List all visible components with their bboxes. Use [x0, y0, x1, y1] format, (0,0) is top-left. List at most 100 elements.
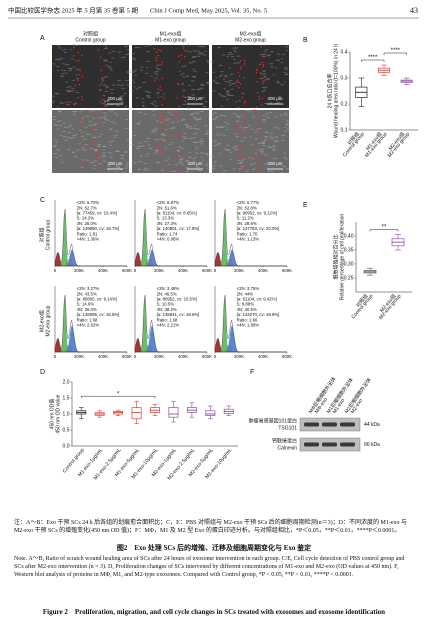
cell	[284, 68, 289, 70]
cell	[147, 44, 152, 46]
cell	[63, 70, 67, 72]
red-cell	[179, 170, 182, 173]
cell	[272, 148, 276, 150]
red-cell	[88, 161, 90, 163]
red-cell	[180, 74, 182, 76]
cycle-stat: 2N: 52.8%	[237, 205, 257, 210]
micrograph: 200 μm	[50, 44, 131, 109]
cell	[125, 162, 130, 164]
cell	[120, 101, 125, 103]
cell	[65, 81, 68, 83]
histogram-g2	[135, 249, 207, 266]
cell	[219, 152, 222, 154]
cell	[88, 121, 93, 123]
cell	[217, 93, 222, 95]
cell	[138, 47, 142, 49]
cell	[283, 126, 287, 128]
cell	[233, 82, 236, 84]
cycle-stat: 4N: 36.0%	[77, 307, 97, 312]
cell	[285, 168, 290, 170]
cell	[123, 56, 127, 58]
cell	[136, 146, 140, 148]
y-tick-label: 2.0	[63, 379, 70, 385]
cell	[193, 71, 197, 73]
red-cell	[78, 122, 81, 125]
y-axis-label: 450 nm OD值	[48, 399, 55, 430]
red-cell	[84, 124, 86, 126]
red-cell	[98, 155, 100, 157]
cell	[141, 98, 145, 100]
cell	[110, 69, 114, 71]
cell	[115, 105, 120, 107]
red-cell	[97, 125, 99, 127]
red-cell	[79, 69, 81, 72]
cell	[237, 100, 242, 102]
cell	[101, 152, 106, 154]
cell	[141, 101, 145, 103]
red-cell	[97, 169, 99, 171]
cell	[274, 136, 279, 138]
cell	[56, 59, 62, 61]
cell	[286, 127, 291, 129]
cell	[108, 52, 112, 54]
cell	[67, 70, 73, 72]
red-cell	[162, 93, 165, 95]
cell	[206, 61, 210, 63]
cell	[185, 167, 190, 169]
row-label-cn: M2-exo组	[38, 310, 45, 332]
cell	[193, 112, 197, 114]
cell	[56, 107, 60, 109]
red-cell	[243, 166, 246, 168]
histogram-g1	[215, 297, 287, 352]
y-tick-label: 0.30	[344, 261, 354, 267]
red-cell	[164, 109, 167, 112]
cell	[192, 68, 195, 70]
cell	[124, 127, 129, 129]
cell	[187, 98, 191, 100]
cell	[269, 111, 273, 113]
cell	[201, 46, 206, 48]
cell	[89, 148, 94, 150]
cell	[133, 162, 138, 164]
cell	[116, 166, 120, 168]
cell	[182, 103, 187, 105]
red-cell	[238, 136, 241, 138]
cell	[113, 136, 117, 138]
cell	[60, 69, 64, 71]
cell	[67, 126, 71, 128]
cell	[272, 149, 276, 151]
cell	[75, 134, 78, 136]
cell	[180, 83, 184, 85]
cell	[276, 101, 281, 103]
cell	[243, 127, 247, 129]
red-cell	[184, 100, 186, 102]
red-cell	[177, 55, 180, 58]
red-cell	[157, 49, 160, 51]
cycle-stat: Ratio: 1.70	[237, 231, 258, 236]
cell	[232, 146, 237, 148]
red-cell	[256, 114, 258, 116]
figure: 中国比较医学杂志 2025 年 5 月第 35 卷第 5 期 Chin J Co…	[8, 5, 419, 481]
band	[322, 442, 337, 447]
red-cell	[101, 98, 103, 101]
cell	[103, 99, 106, 101]
cell	[266, 55, 271, 57]
cell	[202, 54, 207, 56]
red-cell	[92, 164, 95, 167]
cell	[192, 160, 196, 162]
y-tick-label: 0.1	[341, 127, 348, 133]
cell	[108, 142, 112, 144]
cell	[102, 160, 107, 162]
y-tick-label: 0.35	[344, 247, 354, 253]
cell	[186, 44, 190, 46]
red-cell	[160, 164, 163, 166]
cell	[178, 146, 182, 148]
cell	[109, 144, 112, 146]
panel-label: D	[40, 369, 45, 376]
cell	[63, 49, 67, 51]
histogram-g2	[55, 249, 127, 266]
cell	[76, 97, 80, 99]
cell	[101, 156, 106, 158]
histogram-g1	[55, 211, 127, 266]
cell	[85, 159, 90, 161]
